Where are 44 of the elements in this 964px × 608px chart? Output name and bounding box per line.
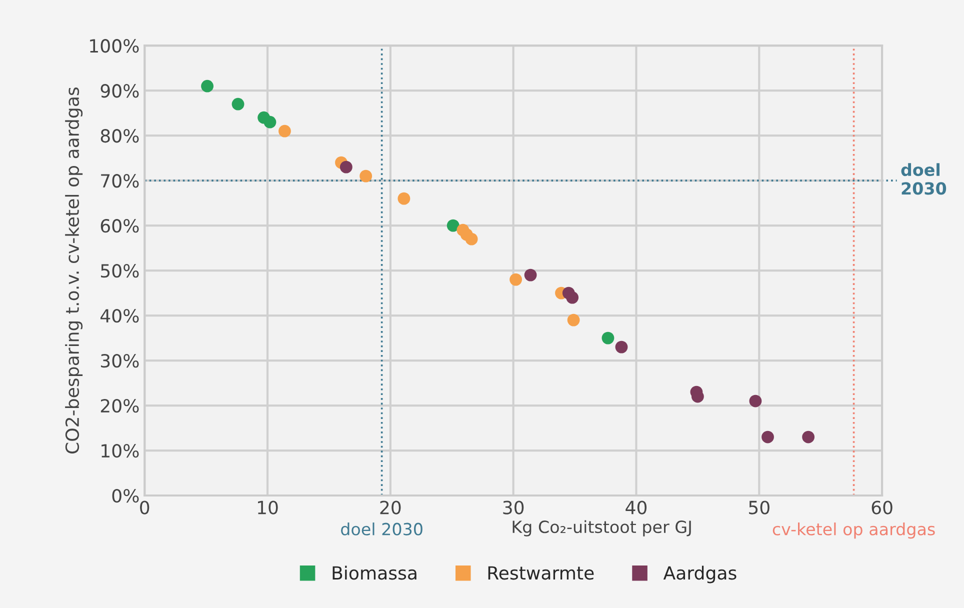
y-axis-title: CO2-besparing t.o.v. cv-ketel op aardgas (65, 88, 83, 454)
y-tick-label: 20% (100, 398, 139, 413)
y-tick-label: 90% (100, 84, 139, 98)
point (264, 116, 276, 128)
legend-label: Biomassa (332, 566, 416, 580)
point (749, 394, 762, 408)
ref-line-label: cv-ketel op aardgas (772, 522, 935, 539)
x-tick-label: 30 (503, 500, 524, 514)
x-tick-label: 60 (872, 500, 892, 514)
point (340, 160, 352, 174)
point (602, 332, 614, 344)
x-tick-label: 50 (749, 500, 770, 514)
x-tick-label: 0 (140, 500, 150, 514)
point (802, 430, 815, 444)
y-tick-label: 0% (112, 488, 139, 503)
y-tick-label: 60% (100, 219, 139, 233)
y-tick-label: 80% (100, 129, 139, 143)
point (615, 340, 628, 354)
y-tick-label: 100% (90, 39, 139, 53)
y-tick-label: 10% (102, 444, 139, 458)
point (232, 98, 244, 110)
y-tick-label: 70% (101, 174, 139, 188)
point (524, 268, 537, 282)
ref-line-label: doel 2030 (901, 163, 946, 195)
legend-label: Aardgas (663, 566, 736, 584)
point (278, 124, 291, 138)
point (398, 192, 410, 205)
x-tick-label: 40 (626, 500, 647, 514)
point (360, 170, 372, 182)
x-tick-label: 10 (258, 500, 278, 514)
point (446, 219, 460, 232)
point (567, 314, 580, 326)
point (566, 291, 579, 304)
x-tick-label: 20 (380, 500, 401, 514)
point (762, 430, 774, 444)
y-tick-label: 40% (100, 309, 139, 323)
x-axis-title: Kg Co₂-uitstoot per GJ (512, 520, 691, 536)
y-tick-label: 30% (100, 354, 139, 368)
legend-label: Restwarmte (488, 566, 594, 580)
ref-line-label: doel 2030 (341, 522, 422, 536)
point (465, 232, 478, 246)
point (201, 80, 214, 92)
y-tick-label: 50% (101, 264, 139, 278)
point (510, 273, 522, 286)
